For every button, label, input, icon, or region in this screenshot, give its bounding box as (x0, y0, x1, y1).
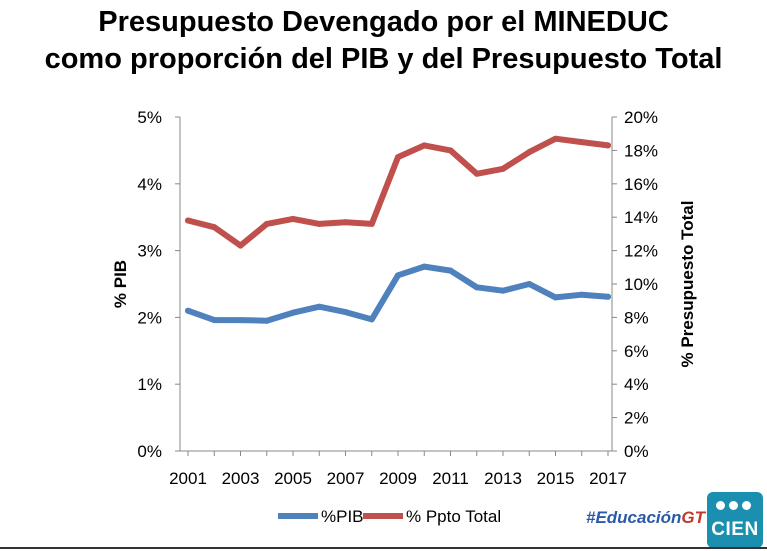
legend-label-ppto: % Ppto Total (406, 507, 501, 526)
right-tick-label: 4% (624, 375, 649, 394)
x-tick-label: 2001 (169, 469, 207, 488)
data-point-pib (526, 281, 533, 287)
logo-dots (716, 501, 751, 510)
data-point-ppto-total (605, 142, 611, 149)
left-tick-label: 1% (137, 375, 162, 394)
data-point-ppto-total (447, 147, 454, 154)
data-point-ppto-total (316, 220, 323, 227)
left-tick-label: 4% (137, 175, 162, 194)
data-point-ppto-total (211, 224, 218, 231)
logo-dot (716, 501, 725, 510)
legend-label-pib: %PIB (321, 507, 364, 526)
x-tick-label: 2015 (537, 469, 575, 488)
left-ticks: 0% 1% 2% 3% 4% 5% (137, 108, 180, 461)
chart-title-line2: como proporción del PIB y del Presupuest… (44, 43, 723, 75)
series-group (185, 135, 611, 324)
data-point-pib (578, 291, 585, 298)
data-point-ppto-total (368, 220, 375, 227)
right-tick-label: 18% (624, 141, 658, 160)
data-point-ppto-total (290, 215, 296, 222)
data-point-pib (552, 294, 559, 301)
data-point-pib (263, 317, 270, 324)
x-ticks: 2001 2003 2005 2007 2009 2011 2013 2015 2017 (169, 451, 627, 488)
data-point-pib (500, 287, 506, 294)
data-point-ppto-total (552, 135, 559, 142)
data-point-pib (290, 309, 296, 316)
hashtag: #EducaciónGT (586, 508, 705, 528)
x-tick-label: 2011 (432, 469, 469, 488)
chart-title: Presupuesto Devengado por el MINEDUC com… (0, 4, 767, 78)
data-point-pib (316, 303, 323, 310)
y-axis-label-left: % PIB (111, 260, 130, 308)
right-tick-label: 6% (624, 342, 649, 361)
data-point-pib (185, 307, 191, 314)
right-tick-label: 0% (624, 442, 649, 461)
right-tick-label: 16% (624, 175, 658, 194)
right-tick-label: 8% (624, 308, 649, 327)
x-tick-label: 2007 (327, 469, 365, 488)
logo-dot (742, 501, 751, 510)
data-point-ppto-total (473, 170, 480, 177)
right-tick-label: 20% (624, 108, 658, 127)
logo-dot (729, 501, 738, 510)
x-tick-label: 2017 (589, 469, 627, 488)
right-tick-label: 12% (624, 242, 658, 261)
right-tick-label: 10% (624, 275, 658, 294)
data-point-pib (237, 317, 244, 324)
x-tick-label: 2005 (274, 469, 312, 488)
data-point-pib (211, 317, 218, 324)
left-tick-label: 5% (137, 108, 162, 127)
hashtag-main: #Educación (586, 508, 682, 527)
data-point-ppto-total (185, 217, 191, 224)
hashtag-accent: GT (681, 508, 706, 527)
y-axis-label-right: % Presupuesto Total (678, 201, 697, 368)
left-tick-label: 3% (137, 242, 162, 261)
left-tick-label: 2% (137, 308, 162, 327)
data-point-ppto-total (395, 154, 401, 161)
left-tick-label: 0% (137, 442, 162, 461)
right-tick-label: 2% (624, 409, 649, 428)
data-point-ppto-total (237, 242, 244, 249)
cien-logo: CIEN (707, 492, 763, 548)
data-point-ppto-total (578, 139, 585, 146)
data-point-ppto-total (500, 165, 506, 172)
data-point-pib (368, 316, 375, 323)
legend: %PIB % Ppto Total (278, 507, 501, 526)
right-ticks: 0% 2% 4% 6% 8% 10% 12% 14% 16% 18% 20% (612, 108, 658, 461)
data-point-pib (395, 272, 401, 279)
data-point-ppto-total (421, 142, 428, 149)
logo-text: CIEN (711, 519, 759, 540)
x-tick-label: 2013 (484, 469, 522, 488)
data-point-pib (605, 293, 611, 300)
data-point-ppto-total (263, 220, 270, 227)
right-tick-label: 14% (624, 208, 658, 227)
data-point-ppto-total (342, 219, 349, 226)
x-tick-label: 2003 (222, 469, 260, 488)
bottom-divider (0, 547, 767, 549)
data-point-pib (342, 309, 349, 316)
data-point-ppto-total (526, 149, 533, 156)
data-point-pib (447, 267, 454, 274)
x-tick-label: 2009 (379, 469, 417, 488)
chart-title-line1: Presupuesto Devengado por el MINEDUC (98, 6, 669, 38)
data-point-pib (473, 284, 480, 291)
data-point-pib (421, 263, 428, 270)
